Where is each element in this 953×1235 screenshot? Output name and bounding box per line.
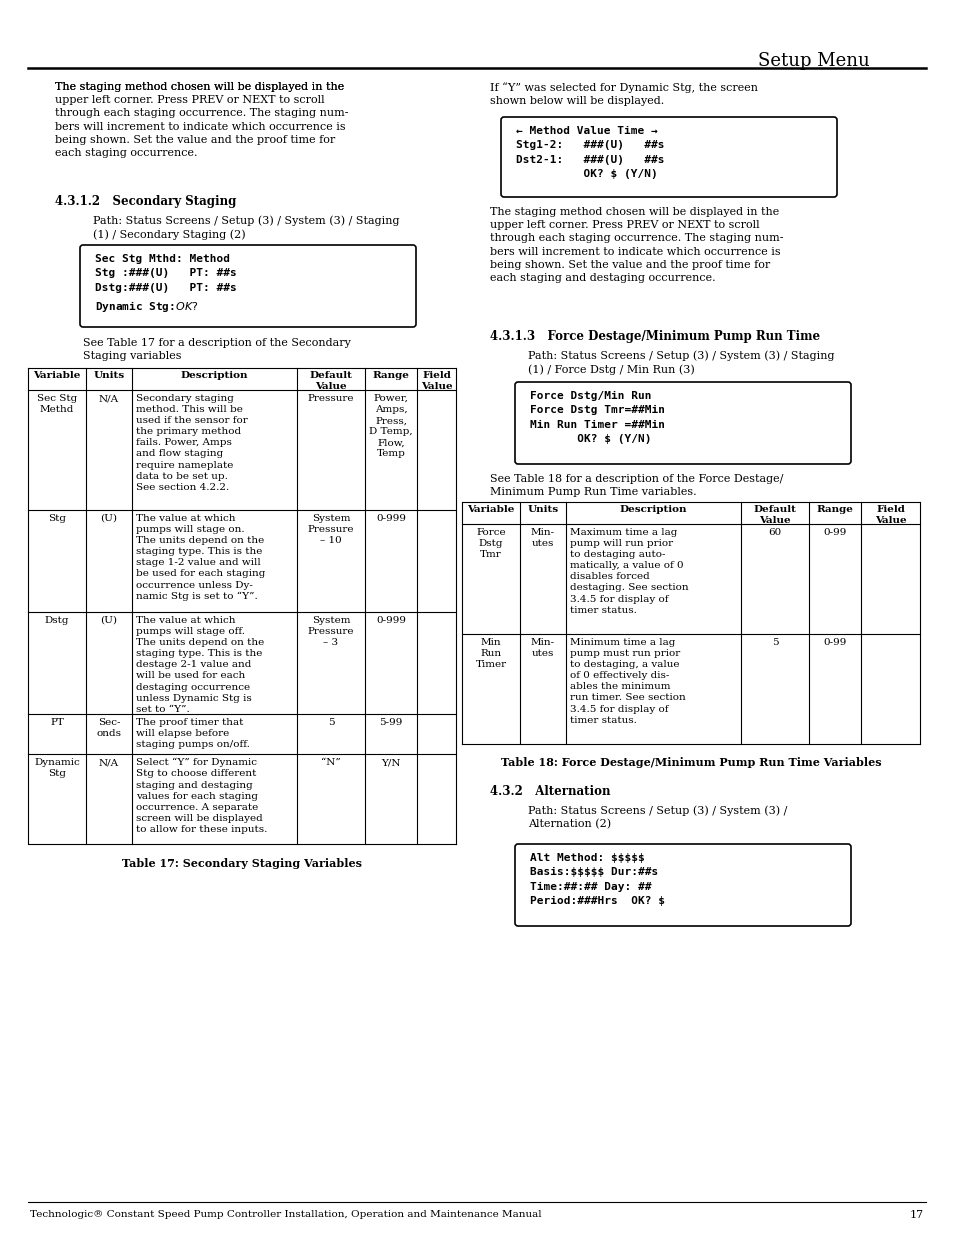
Text: (U): (U) [100, 514, 117, 522]
Text: (U): (U) [100, 616, 117, 625]
Text: PT: PT [50, 718, 64, 727]
Text: Technologic® Constant Speed Pump Controller Installation, Operation and Maintena: Technologic® Constant Speed Pump Control… [30, 1210, 541, 1219]
Text: 60: 60 [767, 529, 781, 537]
Text: Force
Dstg
Tmr: Force Dstg Tmr [476, 529, 505, 559]
Text: Path: Status Screens / Setup (3) / System (3) / Staging
(1) / Secondary Staging : Path: Status Screens / Setup (3) / Syste… [92, 215, 399, 240]
Text: Minimum time a lag
pump must run prior
to destaging, a value
of 0 effectively di: Minimum time a lag pump must run prior t… [569, 638, 685, 725]
Text: Sec-
onds: Sec- onds [96, 718, 121, 739]
Text: Min-
utes: Min- utes [531, 529, 555, 548]
Text: Table 18: Force Destage/Minimum Pump Run Time Variables: Table 18: Force Destage/Minimum Pump Run… [500, 757, 881, 768]
Text: Force Dstg/Min Run
Force Dstg Tmr=##Min
Min Run Timer =##Min
       OK? $ (Y/N): Force Dstg/Min Run Force Dstg Tmr=##Min … [530, 391, 664, 445]
Text: 0-999: 0-999 [375, 616, 406, 625]
FancyBboxPatch shape [515, 844, 850, 926]
Text: Min-
utes: Min- utes [531, 638, 555, 658]
Text: The proof timer that
will elapse before
staging pumps on/off.: The proof timer that will elapse before … [136, 718, 250, 750]
Text: See Table 18 for a description of the Force Destage/
Minimum Pump Run Time varia: See Table 18 for a description of the Fo… [490, 474, 782, 498]
Text: 0-99: 0-99 [822, 638, 846, 647]
Text: Table 17: Secondary Staging Variables: Table 17: Secondary Staging Variables [122, 858, 361, 869]
Text: System
Pressure
– 10: System Pressure – 10 [308, 514, 354, 545]
Text: The staging method chosen will be displayed in the: The staging method chosen will be displa… [55, 82, 344, 91]
Text: 0-999: 0-999 [375, 514, 406, 522]
Text: Path: Status Screens / Setup (3) / System (3) / Staging
(1) / Force Dstg / Min R: Path: Status Screens / Setup (3) / Syste… [527, 350, 834, 374]
Text: Description: Description [180, 370, 248, 380]
Text: Setup Menu: Setup Menu [758, 52, 869, 70]
Text: 4.3.1.2   Secondary Staging: 4.3.1.2 Secondary Staging [55, 195, 236, 207]
Text: Min
Run
Timer: Min Run Timer [475, 638, 506, 669]
Text: Units: Units [93, 370, 125, 380]
Text: “N”: “N” [321, 758, 340, 767]
Text: Default
Value: Default Value [753, 505, 796, 525]
Text: Variable: Variable [467, 505, 515, 514]
Text: 17: 17 [909, 1210, 923, 1220]
Text: 4.3.1.3   Force Destage/Minimum Pump Run Time: 4.3.1.3 Force Destage/Minimum Pump Run T… [490, 330, 820, 343]
Text: Sec Stg Mthd: Method
Stg :###(U)   PT: ##s
Dstg:###(U)   PT: ##s
Dynamic Stg:$  : Sec Stg Mthd: Method Stg :###(U) PT: ##s… [95, 254, 236, 314]
Text: N/A: N/A [99, 394, 119, 403]
FancyBboxPatch shape [515, 382, 850, 464]
Text: Description: Description [619, 505, 686, 514]
Text: Dynamic
Stg: Dynamic Stg [34, 758, 80, 778]
Text: The staging method chosen will be displayed in the
upper left corner. Press PREV: The staging method chosen will be displa… [55, 82, 348, 158]
Text: Variable: Variable [33, 370, 81, 380]
Text: Stg: Stg [48, 514, 66, 522]
Text: 4.3.2   Alternation: 4.3.2 Alternation [490, 785, 610, 798]
Text: 5-99: 5-99 [379, 718, 402, 727]
Text: 5: 5 [771, 638, 778, 647]
Text: Alt Method: $$$$$
Basis:$$$$$ Dur:##s
Time:##:## Day: ##
Period:###Hrs  OK? $: Alt Method: $$$$$ Basis:$$$$$ Dur:##s Ti… [530, 853, 664, 906]
Text: Range: Range [816, 505, 853, 514]
Text: Power,
Amps,
Press,
D Temp,
Flow,
Temp: Power, Amps, Press, D Temp, Flow, Temp [369, 394, 413, 458]
Text: Units: Units [527, 505, 558, 514]
Text: Sec Stg
Methd: Sec Stg Methd [37, 394, 77, 414]
Text: ← Method Value Time →
Stg1-2:   ###(U)   ##s
Dst2-1:   ###(U)   ##s
          OK: ← Method Value Time → Stg1-2: ###(U) ##s… [516, 126, 664, 179]
Text: The value at which
pumps will stage on.
The units depend on the
staging type. Th: The value at which pumps will stage on. … [136, 514, 265, 601]
Text: System
Pressure
– 3: System Pressure – 3 [308, 616, 354, 647]
Text: Pressure: Pressure [308, 394, 354, 403]
Text: Field
Value: Field Value [874, 505, 905, 525]
Text: N/A: N/A [99, 758, 119, 767]
FancyBboxPatch shape [500, 117, 836, 198]
Text: Dstg: Dstg [45, 616, 70, 625]
Text: Secondary staging
method. This will be
used if the sensor for
the primary method: Secondary staging method. This will be u… [136, 394, 248, 492]
FancyBboxPatch shape [80, 245, 416, 327]
Text: The value at which
pumps will stage off.
The units depend on the
staging type. T: The value at which pumps will stage off.… [136, 616, 264, 714]
Text: If “Y” was selected for Dynamic Stg, the screen
shown below will be displayed.: If “Y” was selected for Dynamic Stg, the… [490, 82, 758, 106]
Text: 5: 5 [327, 718, 334, 727]
Text: 0-99: 0-99 [822, 529, 846, 537]
Text: The staging method chosen will be displayed in the
upper left corner. Press PREV: The staging method chosen will be displa… [490, 207, 782, 283]
Text: Select “Y” for Dynamic
Stg to choose different
staging and destaging
values for : Select “Y” for Dynamic Stg to choose dif… [136, 758, 267, 834]
Text: Field
Value: Field Value [420, 370, 452, 391]
Text: Default
Value: Default Value [309, 370, 352, 391]
Text: Range: Range [373, 370, 409, 380]
Text: See Table 17 for a description of the Secondary
Staging variables: See Table 17 for a description of the Se… [83, 338, 351, 361]
Text: Y/N: Y/N [381, 758, 400, 767]
Text: Path: Status Screens / Setup (3) / System (3) /
Alternation (2): Path: Status Screens / Setup (3) / Syste… [527, 805, 786, 829]
Text: Maximum time a lag
pump will run prior
to destaging auto-
matically, a value of : Maximum time a lag pump will run prior t… [569, 529, 688, 615]
